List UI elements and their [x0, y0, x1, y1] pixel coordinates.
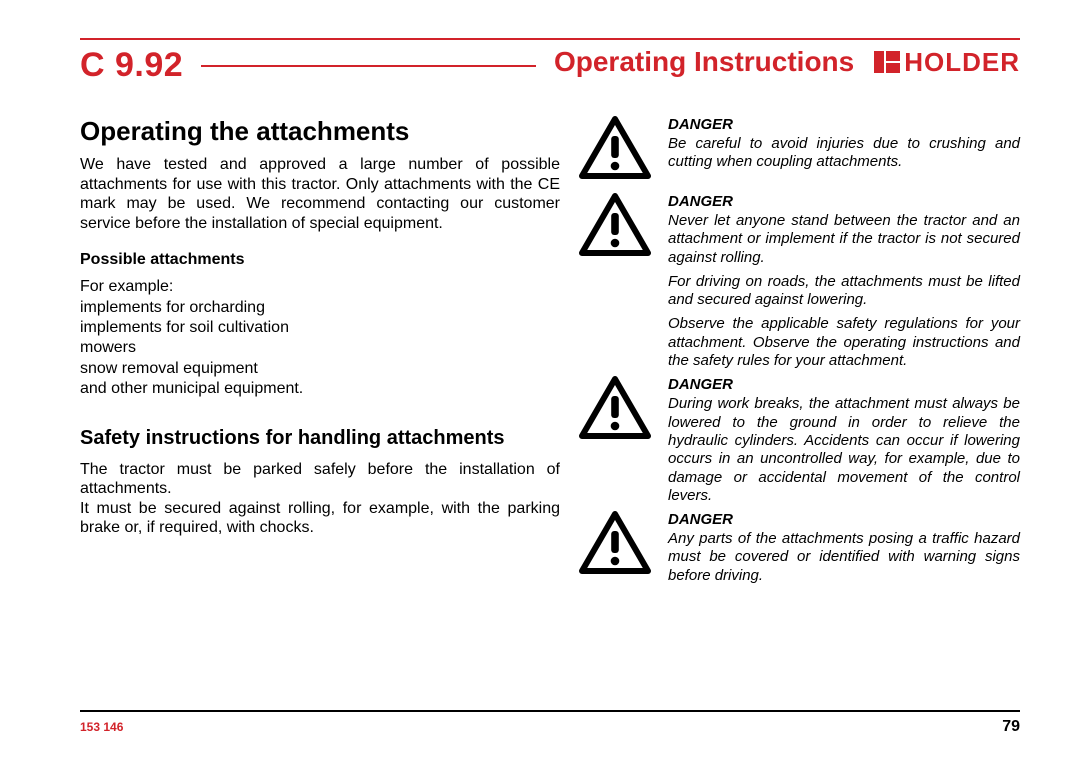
danger-label: DANGER [668, 511, 1020, 528]
possible-attachments-heading: Possible attachments [80, 251, 560, 269]
page: C 9.92 Operating Instructions HOLDER Ope… [0, 0, 1080, 762]
section-heading: Operating the attachments [80, 116, 560, 147]
danger-block: Observe the applicable safety regulation… [578, 315, 1020, 370]
brand-logo: HOLDER [872, 47, 1020, 78]
header-rule-top [80, 38, 1020, 40]
safety-paragraph-2: It must be secured against rolling, for … [80, 499, 560, 538]
warning-icon-wrap [578, 511, 656, 585]
possible-item: implements for orcharding [80, 298, 560, 318]
holder-logo-icon [872, 49, 902, 75]
possible-item: implements for soil cultivation [80, 318, 560, 338]
header-right: Operating Instructions HOLDER [536, 46, 1020, 78]
warning-triangle-icon [578, 511, 652, 577]
possible-item: and other municipal equipment. [80, 379, 560, 399]
column-left: Operating the attachments We have tested… [80, 116, 560, 591]
intro-paragraph: We have tested and approved a large numb… [80, 155, 560, 233]
content-columns: Operating the attachments We have tested… [80, 116, 1020, 591]
danger-text: Any parts of the attachments posing a tr… [668, 530, 1020, 585]
footer-page-number: 79 [1002, 718, 1020, 736]
column-right: DANGER Be careful to avoid injuries due t… [578, 116, 1020, 591]
danger-body: DANGER Never let anyone stand between the… [668, 193, 1020, 267]
safety-paragraph-1: The tractor must be parked safely before… [80, 460, 560, 499]
danger-body: For driving on roads, the attachments mu… [668, 273, 1020, 310]
danger-block: DANGER Any parts of the attachments posin… [578, 511, 1020, 585]
danger-block: DANGER Never let anyone stand between the… [578, 193, 1020, 267]
danger-text: During work breaks, the attachment must … [668, 395, 1020, 505]
possible-item: mowers [80, 338, 560, 358]
warning-icon-wrap [578, 376, 656, 505]
danger-body: DANGER During work breaks, the attachment… [668, 376, 1020, 505]
page-header: C 9.92 Operating Instructions HOLDER [80, 38, 1020, 86]
danger-text: Observe the applicable safety regulation… [668, 315, 1020, 370]
possible-lead: For example: [80, 277, 560, 297]
safety-heading: Safety instructions for handling attachm… [80, 426, 560, 450]
danger-text: Never let anyone stand between the tract… [668, 212, 1020, 267]
danger-text: Be careful to avoid injuries due to crus… [668, 135, 1020, 172]
danger-label: DANGER [668, 376, 1020, 393]
warning-icon-spacer [578, 315, 656, 370]
warning-icon-spacer [578, 273, 656, 310]
warning-triangle-icon [578, 193, 652, 259]
warning-icon-wrap [578, 193, 656, 267]
danger-body: Observe the applicable safety regulation… [668, 315, 1020, 370]
footer-document-code: 153 146 [80, 720, 123, 734]
possible-item: snow removal equipment [80, 359, 560, 379]
danger-body: DANGER Any parts of the attachments posin… [668, 511, 1020, 585]
danger-text: For driving on roads, the attachments mu… [668, 273, 1020, 310]
warning-triangle-icon [578, 116, 652, 182]
footer-row: 153 146 79 [80, 718, 1020, 736]
footer-rule [80, 710, 1020, 712]
danger-label: DANGER [668, 193, 1020, 210]
warning-triangle-icon [578, 376, 652, 442]
warning-icon-wrap [578, 116, 656, 187]
danger-body: DANGER Be careful to avoid injuries due t… [668, 116, 1020, 187]
danger-block: For driving on roads, the attachments mu… [578, 273, 1020, 310]
model-number: C 9.92 [80, 46, 201, 85]
document-title: Operating Instructions [554, 46, 854, 78]
danger-block: DANGER Be careful to avoid injuries due t… [578, 116, 1020, 187]
danger-label: DANGER [668, 116, 1020, 133]
page-footer: 153 146 79 [80, 710, 1020, 736]
brand-logo-text: HOLDER [904, 47, 1020, 78]
danger-block: DANGER During work breaks, the attachment… [578, 376, 1020, 505]
